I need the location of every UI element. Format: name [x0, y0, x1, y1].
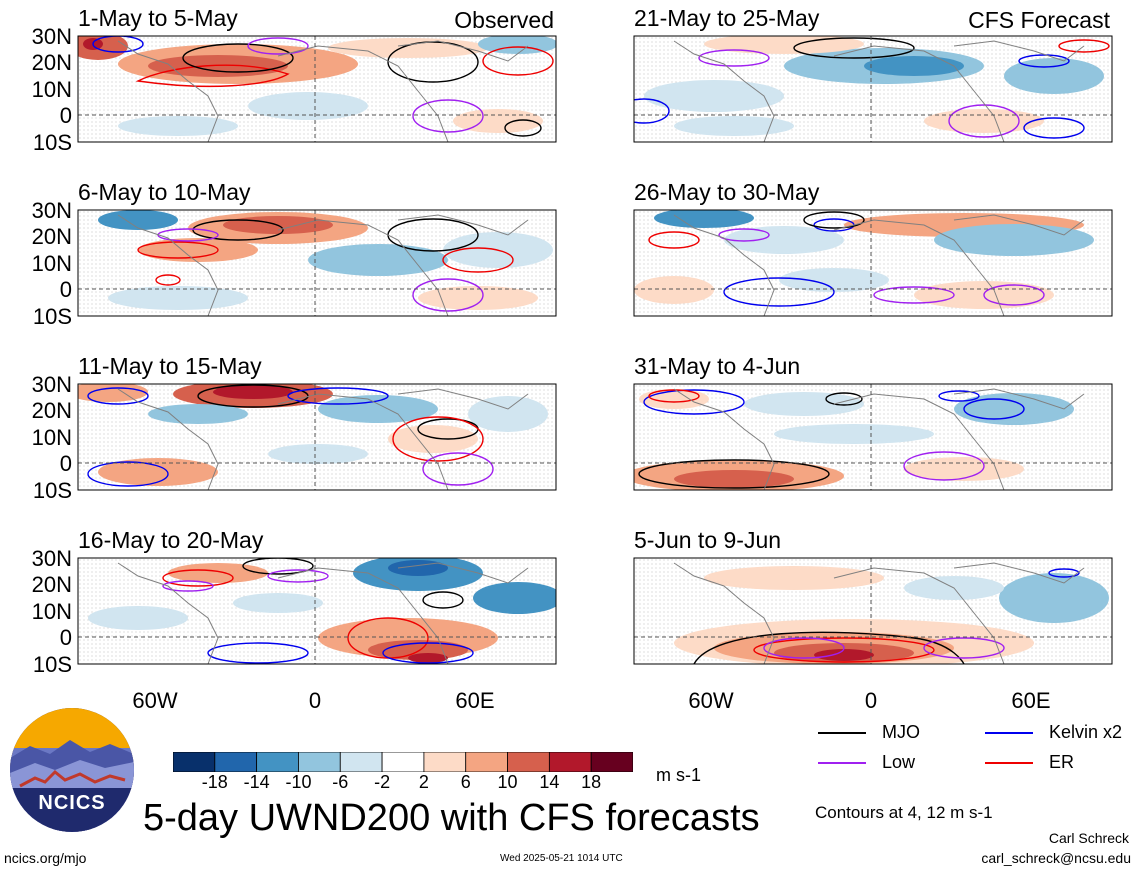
- lat-label: 20N: [32, 572, 72, 597]
- colorbar-swatch: [423, 752, 467, 772]
- colorbar-tick-label: -2: [374, 772, 391, 792]
- lat-label: 0: [60, 103, 72, 128]
- lat-label: 10S: [33, 304, 72, 329]
- panel-title-right-4: 5-Jun to 9-Jun: [634, 527, 781, 553]
- legend-label-er: ER: [1049, 752, 1075, 772]
- colorbar-tick-label: 2: [418, 772, 429, 792]
- contours-note: Contours at 4, 12 m s-1: [815, 803, 993, 822]
- colorbar-tick-label: 10: [497, 772, 518, 792]
- tag-cfs-forecast: CFS Forecast: [968, 7, 1110, 33]
- lat-label: 30N: [32, 24, 72, 49]
- main-title: 5-day UWND200 with CFS forecasts: [143, 797, 760, 839]
- panel-title-right-1: 21-May to 25-May: [634, 5, 820, 31]
- panel-right-2: [633, 209, 1113, 317]
- colorbar-tick-label: -18: [201, 772, 228, 792]
- panel-title-right-2: 26-May to 30-May: [634, 179, 820, 205]
- units-label: m s-1: [656, 765, 701, 785]
- legend-item-er: ER: [985, 752, 1074, 773]
- colorbar-tick-label: 14: [539, 772, 560, 792]
- panel-left-4: [77, 557, 557, 665]
- panel-title-left-4: 16-May to 20-May: [78, 527, 264, 553]
- legend-label-kelvin: Kelvin x2: [1049, 722, 1123, 742]
- lon-label-left-0: 0: [308, 688, 322, 713]
- colorbar-swatch: [548, 752, 592, 772]
- panel-title-right-3: 31-May to 4-Jun: [634, 353, 800, 379]
- colorbar-swatch: [381, 752, 425, 772]
- lat-labels-row-2: 30N 20N 10N 0 10S: [32, 198, 72, 329]
- legend-label-low: Low: [882, 752, 916, 772]
- panel-title-left-1: 1-May to 5-May: [78, 5, 238, 31]
- legend-line-mjo: [818, 731, 866, 734]
- lat-label: 0: [60, 625, 72, 650]
- legend-item-kelvin: Kelvin x2: [985, 722, 1122, 743]
- panel-title-left-3: 11-May to 15-May: [78, 353, 262, 379]
- legend-line-low: [818, 761, 866, 764]
- panel-right-3: [633, 383, 1113, 491]
- colorbar-tick-label: -6: [332, 772, 349, 792]
- lon-label-left-60w: 60W: [132, 688, 178, 713]
- legend-item-mjo: MJO: [818, 722, 920, 743]
- colorbar-swatch: [173, 752, 216, 772]
- colorbar-tick-label: 18: [581, 772, 602, 792]
- panel-left-3: [77, 383, 557, 491]
- footer-email[interactable]: carl_schreck@ncsu.edu: [981, 850, 1131, 866]
- colorbar-tick-label: -14: [243, 772, 270, 792]
- colorbar-swatch: [339, 752, 383, 772]
- lat-label: 10S: [33, 652, 72, 677]
- mountain-logo-icon: [10, 708, 134, 832]
- lat-label: 10S: [33, 478, 72, 503]
- panel-title-left-2: 6-May to 10-May: [78, 179, 251, 205]
- colorbar-swatch: [507, 752, 550, 772]
- lat-label: 10N: [32, 599, 72, 624]
- lat-label: 20N: [32, 224, 72, 249]
- lat-labels-row-1: 30N 20N 10N 0 10S: [32, 24, 72, 155]
- footer-timestamp: Wed 2025-05-21 1014 UTC: [500, 853, 623, 864]
- tag-observed: Observed: [454, 7, 554, 33]
- footer-author: Carl Schreck: [1048, 830, 1129, 846]
- ncics-logo: NCICS: [10, 708, 134, 832]
- legend-line-er: [985, 761, 1033, 764]
- lon-label-right-0: 0: [864, 688, 878, 713]
- colorbar-ticks: -18 -14 -10 -6 -2 2 6 10 14 18: [173, 772, 633, 796]
- colorbar-swatch: [214, 752, 258, 772]
- lat-label: 10S: [33, 130, 72, 155]
- colorbar-tick-label: -10: [285, 772, 312, 792]
- panel-left-1: [77, 35, 557, 143]
- colorbar-swatch: [298, 752, 341, 772]
- panel-right-4: [633, 557, 1113, 665]
- lon-label-right-60w: 60W: [688, 688, 734, 713]
- lat-label: 0: [60, 451, 72, 476]
- footer-site[interactable]: ncics.org/mjo: [4, 850, 87, 866]
- colorbar-swatch: [590, 752, 633, 772]
- lat-label: 30N: [32, 546, 72, 571]
- lon-label-left-60e: 60E: [455, 688, 495, 713]
- lat-labels-row-4: 30N 20N 10N 0 10S: [32, 546, 72, 677]
- lat-label: 20N: [32, 398, 72, 423]
- legend-line-kelvin: [985, 731, 1033, 734]
- panel-right-1: [633, 35, 1113, 143]
- colorbar-swatch: [256, 752, 299, 772]
- lat-label: 20N: [32, 50, 72, 75]
- colorbar-swatch: [465, 752, 508, 772]
- lat-label: 30N: [32, 372, 72, 397]
- lat-label: 0: [60, 277, 72, 302]
- lat-label: 30N: [32, 198, 72, 223]
- lat-label: 10N: [32, 425, 72, 450]
- legend-item-low: Low: [818, 752, 915, 773]
- colorbar: [173, 752, 633, 772]
- colorbar-tick-label: 6: [460, 772, 471, 792]
- lon-label-right-60e: 60E: [1011, 688, 1051, 713]
- lat-labels-row-3: 30N 20N 10N 0 10S: [32, 372, 72, 503]
- logo-text: NCICS: [38, 792, 106, 814]
- lat-label: 10N: [32, 251, 72, 276]
- lat-label: 10N: [32, 77, 72, 102]
- legend-label-mjo: MJO: [882, 722, 920, 742]
- panel-left-2: [77, 209, 557, 317]
